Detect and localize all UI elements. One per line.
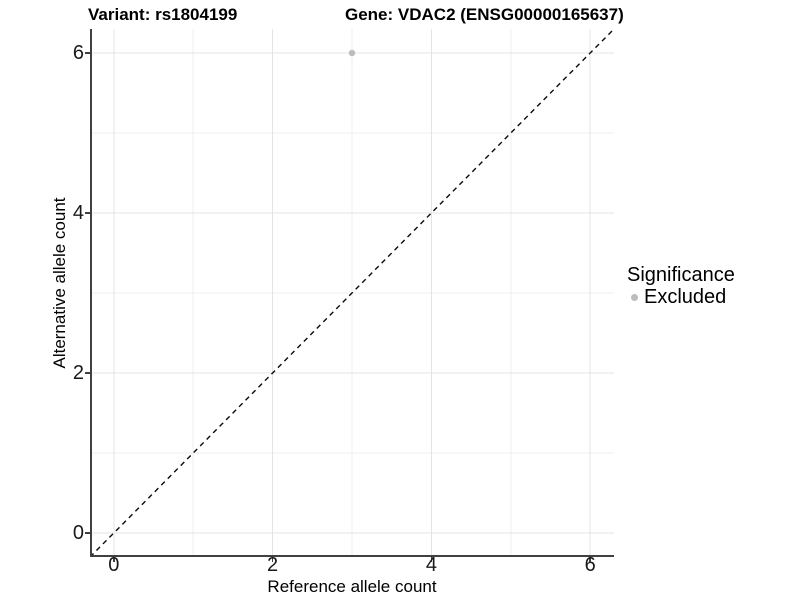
y-tick-mark <box>85 52 90 54</box>
x-tick-mark <box>271 557 274 562</box>
y-tick-label: 6 <box>72 42 84 64</box>
x-tick-label: 6 <box>584 554 596 576</box>
x-tick-mark <box>113 557 115 562</box>
legend-entry-excluded: Excluded <box>627 286 735 308</box>
y-tick-mark <box>85 532 90 534</box>
legend-title: Significance <box>627 264 735 286</box>
legend-point-icon <box>631 293 638 301</box>
x-tick-mark <box>430 557 433 562</box>
legend: Significance Excluded <box>627 264 735 308</box>
y-tick-mark <box>85 372 90 374</box>
x-tick-label: 4 <box>425 554 437 576</box>
plot-panel <box>90 29 614 557</box>
y-tick-mark <box>85 212 90 214</box>
plot-title-variant: Variant: rs1804199 <box>88 5 238 24</box>
x-tick-label: 2 <box>267 554 279 576</box>
x-tick-label: 0 <box>108 554 120 576</box>
x-axis-title: Reference allele count <box>267 577 437 596</box>
y-tick-label: 2 <box>72 362 84 384</box>
x-tick-mark <box>589 557 591 562</box>
data-point <box>348 49 356 57</box>
y-axis-title: Alternative allele count <box>50 197 69 369</box>
y-tick-label: 0 <box>72 522 84 544</box>
y-tick-label: 4 <box>72 202 84 224</box>
legend-entry-label: Excluded <box>644 286 727 308</box>
plot-title-gene: Gene: VDAC2 (ENSG00000165637) <box>345 5 624 24</box>
